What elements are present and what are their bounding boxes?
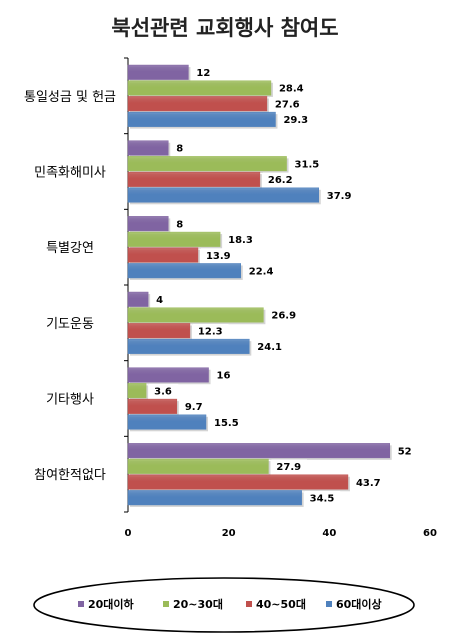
bar — [127, 307, 264, 323]
data-label-box — [392, 443, 416, 458]
legend-label: 20대이하 — [88, 597, 135, 611]
data-label-box — [321, 188, 358, 202]
legend-label: 40~50대 — [256, 597, 306, 611]
category-label: 기도운동 — [46, 317, 94, 332]
data-label: 34.5 — [310, 493, 335, 504]
data-label-box — [350, 475, 387, 489]
x-tick-label: 40 — [322, 528, 336, 539]
data-label: 12.3 — [198, 326, 223, 337]
category-label: 통일성금 및 헌금 — [24, 90, 116, 105]
data-label: 13.9 — [206, 251, 231, 262]
bar — [127, 443, 390, 459]
bar — [127, 156, 287, 172]
data-label-box — [151, 292, 168, 307]
bar — [127, 474, 349, 490]
legend-frame — [33, 577, 415, 633]
data-label: 52 — [398, 446, 412, 457]
bar — [127, 231, 221, 247]
x-tick-label: 20 — [222, 528, 236, 539]
data-label: 22.4 — [249, 266, 274, 277]
data-label: 8 — [176, 144, 183, 155]
data-label: 27.6 — [275, 99, 300, 110]
data-label-box — [200, 248, 237, 262]
data-label-box — [192, 323, 229, 338]
category-label: 기타행사 — [46, 392, 94, 408]
data-label: 37.9 — [327, 191, 352, 202]
data-label-box — [266, 308, 302, 322]
data-label: 27.9 — [276, 462, 301, 473]
data-label-box — [171, 216, 188, 231]
x-tick-label: 60 — [423, 528, 437, 539]
data-label-box — [304, 490, 341, 505]
bar — [127, 263, 241, 279]
data-label: 18.3 — [228, 235, 253, 246]
bar — [127, 80, 272, 96]
category-label: 참여한적없다 — [34, 468, 106, 483]
legend: 20대이하 20~30대 40~50대 60대이상 — [33, 577, 415, 633]
x-tick-label: 0 — [125, 528, 132, 539]
bar — [127, 398, 178, 414]
data-label-box — [289, 156, 326, 171]
bar — [127, 338, 250, 354]
legend-label: 20~30대 — [173, 597, 223, 611]
data-label: 3.6 — [154, 386, 172, 397]
data-label: 16 — [217, 371, 231, 382]
bar — [127, 383, 147, 399]
data-label-box — [262, 172, 299, 187]
data-label-box — [179, 399, 210, 414]
data-label: 8 — [176, 219, 183, 230]
data-label-box — [149, 383, 179, 398]
data-label-box — [271, 459, 308, 474]
plot-area: 0 20 40 60 통일성금 및 헌금 12 28.4 27.6 29.3 민족화해미사 8 31.… — [24, 57, 437, 539]
bar — [127, 490, 302, 506]
bar — [127, 64, 189, 80]
bar — [127, 216, 169, 232]
data-label: 15.5 — [214, 418, 239, 429]
bar — [127, 367, 209, 383]
data-label: 24.1 — [257, 342, 282, 353]
data-label-box — [171, 141, 188, 155]
bar — [127, 171, 261, 187]
legend-swatch — [78, 601, 84, 607]
data-label: 26.9 — [271, 311, 296, 322]
data-label-box — [191, 65, 215, 80]
data-label-box — [209, 415, 245, 429]
data-label: 4 — [156, 295, 163, 306]
data-label: 28.4 — [279, 84, 304, 95]
bar — [127, 291, 149, 307]
legend-swatch — [163, 601, 169, 607]
data-label: 12 — [196, 68, 210, 79]
category-label: 특별강연 — [46, 241, 94, 256]
legend-swatch — [246, 601, 252, 607]
bar — [127, 323, 191, 339]
legend-label: 60대이상 — [336, 597, 382, 611]
data-label: 29.3 — [283, 115, 308, 126]
bar — [127, 187, 320, 203]
bar — [127, 458, 269, 474]
data-label-box — [269, 96, 306, 111]
data-label-box — [211, 368, 235, 382]
bar — [127, 247, 199, 263]
data-label: 31.5 — [295, 159, 320, 170]
bar — [127, 111, 276, 127]
bar — [127, 140, 169, 156]
chart-title: 북선관련 교회행사 참여도 — [111, 16, 338, 40]
legend-swatch — [326, 601, 332, 607]
bar — [127, 96, 268, 112]
data-label-box — [252, 339, 288, 354]
category-label: 민족화해미사 — [34, 166, 106, 181]
data-label: 9.7 — [185, 402, 203, 413]
data-label: 43.7 — [356, 478, 381, 489]
data-label-box — [278, 112, 315, 127]
data-label: 26.2 — [268, 175, 293, 186]
data-label-box — [223, 232, 259, 247]
bar — [127, 414, 207, 430]
data-label-box — [243, 263, 280, 278]
data-label-box — [273, 81, 310, 95]
